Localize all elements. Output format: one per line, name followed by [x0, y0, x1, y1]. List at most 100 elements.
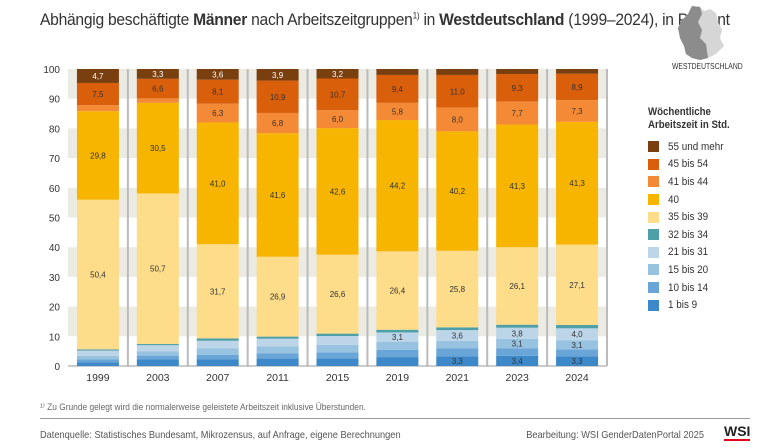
- bar-segment: [136, 345, 179, 352]
- x-tick-label: 2003: [146, 372, 170, 384]
- legend-label: 15 bis 20: [668, 263, 709, 276]
- bar-segment: [136, 351, 179, 356]
- y-tick-label: 20: [49, 303, 61, 314]
- bar-segment: [196, 359, 239, 366]
- data-label: 31,7: [210, 287, 226, 296]
- data-label: 25,8: [449, 285, 465, 294]
- legend-item: 10 bis 14: [648, 279, 730, 297]
- bar-segment: [136, 98, 179, 103]
- legend-swatch: [648, 246, 659, 258]
- divider: [40, 418, 750, 419]
- data-label: 41,6: [270, 191, 286, 200]
- map-label: WESTDEUTSCHLAND: [672, 62, 743, 71]
- bar-segment: [436, 330, 479, 341]
- x-tick-label: 2007: [206, 372, 230, 384]
- legend-label: 41 bis 44: [668, 175, 709, 188]
- legend-label: 10 bis 14: [668, 281, 709, 294]
- bar-segment: [316, 344, 359, 353]
- bar-segment: [136, 102, 179, 194]
- legend-item: 32 bis 34: [648, 226, 730, 244]
- y-tick-label: 40: [49, 243, 61, 254]
- bar-segment: [376, 329, 419, 333]
- data-label: 8,1: [212, 88, 224, 97]
- data-label: 9,3: [512, 84, 524, 93]
- bar-segment: [376, 120, 419, 252]
- legend-item: 1 bis 9: [648, 296, 730, 314]
- data-label: 26,9: [270, 293, 286, 302]
- legend-label: 1 bis 9: [668, 299, 698, 312]
- bar-segment: [256, 133, 299, 257]
- legend-label: 21 bis 31: [668, 246, 709, 259]
- bar-segment: [76, 105, 119, 112]
- data-label: 42,6: [330, 187, 346, 196]
- bar-segment: [496, 327, 539, 339]
- bar-segment: [136, 344, 179, 346]
- bar-segment: [136, 193, 179, 345]
- data-label: 50,7: [150, 265, 166, 274]
- data-label: 29,8: [90, 151, 106, 160]
- data-label: 41,3: [569, 179, 585, 188]
- data-label: 3,6: [452, 331, 464, 340]
- bar-segment: [436, 356, 479, 366]
- legend-swatch: [648, 264, 659, 276]
- bar-segment: [316, 78, 359, 111]
- legend-item: 41 bis 44: [648, 173, 730, 191]
- bar-segment: [196, 244, 239, 339]
- bar-segment: [436, 69, 479, 75]
- bar-segment: [496, 338, 539, 349]
- data-label: 3,8: [512, 329, 524, 338]
- data-label: 40,2: [449, 187, 465, 196]
- data-label: 26,4: [390, 287, 406, 296]
- legend-title-line: Wöchentliche: [648, 106, 711, 118]
- bar-segment: [376, 341, 419, 350]
- bar-segment: [256, 358, 299, 366]
- y-tick-label: 50: [49, 214, 61, 225]
- bar-segment: [256, 338, 299, 347]
- legend-swatch: [648, 176, 659, 188]
- data-label: 26,1: [509, 282, 525, 291]
- bar-segment: [256, 353, 299, 359]
- data-label: 3,2: [332, 70, 344, 79]
- bar-segment: [316, 128, 359, 255]
- legend: 55 und mehr 45 bis 54 41 bis 44 40 35 bis 39…: [648, 138, 730, 314]
- data-label: 9,4: [392, 85, 404, 94]
- bar-segment: [196, 354, 239, 360]
- legend-label: 32 bis 34: [668, 228, 709, 241]
- bar-segment: [436, 107, 479, 132]
- bar-segment: [436, 74, 479, 108]
- y-tick-label: 0: [54, 362, 60, 373]
- data-label: 3,3: [452, 357, 464, 366]
- legend-swatch: [648, 299, 659, 311]
- data-source: Datenquelle: Statistisches Bundesamt, Mi…: [40, 429, 401, 441]
- footnote-marker: 1): [412, 10, 420, 21]
- bar-segment: [316, 333, 359, 337]
- bar-segment: [316, 69, 359, 79]
- y-tick-label: 100: [43, 65, 60, 76]
- x-tick-label: 2019: [386, 372, 410, 384]
- legend-label: 55 und mehr: [668, 140, 724, 153]
- bar-segment: [256, 336, 299, 339]
- x-tick-label: 1999: [86, 372, 110, 384]
- data-label: 41,3: [509, 182, 525, 191]
- x-tick-label: 2024: [565, 372, 589, 384]
- y-tick-label: 90: [49, 95, 61, 106]
- bar-segment: [496, 101, 539, 125]
- bar-segment: [556, 73, 599, 101]
- bar-segment: [376, 349, 419, 358]
- data-label: 27,1: [569, 281, 585, 290]
- bar-segment: [196, 338, 239, 341]
- editor-credit: Bearbeitung: WSI GenderDatenPortal 2025: [526, 429, 704, 441]
- data-label: 3,1: [512, 340, 524, 349]
- x-tick-label: 2023: [505, 372, 529, 384]
- bar-segment: [376, 69, 419, 75]
- wsi-logo: WSI: [724, 423, 751, 441]
- legend-label: 40: [668, 193, 680, 206]
- bar-segment: [376, 102, 419, 121]
- legend-label: 35 bis 39: [668, 211, 709, 224]
- legend-swatch: [648, 158, 659, 170]
- stacked-bar-chart: 0 10 20 30 40 50 60 70 80 90 100 50,4 29,8 7,5 4,7 1999…: [43, 65, 608, 384]
- data-label: 50,4: [90, 271, 106, 280]
- bar-segment: [256, 256, 299, 337]
- bar-segment: [556, 356, 599, 366]
- data-label: 26,6: [330, 290, 346, 299]
